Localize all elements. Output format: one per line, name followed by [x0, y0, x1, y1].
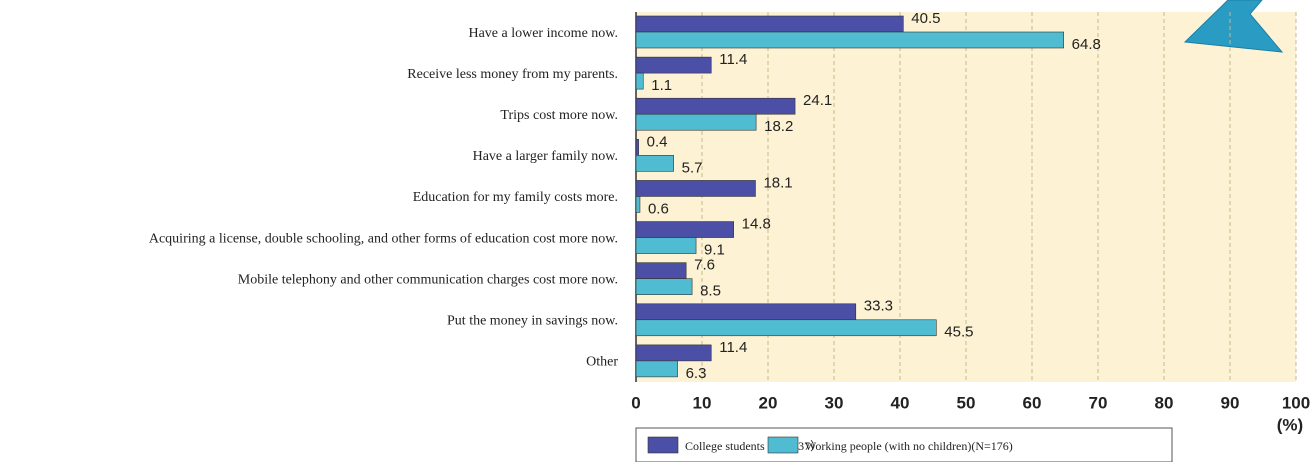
bar — [635, 221, 734, 238]
value-label: 0.4 — [647, 133, 668, 150]
bar — [635, 278, 693, 295]
x-tick-label: 0 — [631, 393, 640, 412]
bar — [635, 15, 904, 33]
category-label: Mobile telephony and other communication… — [238, 272, 618, 287]
value-label: 8.5 — [700, 283, 721, 300]
bar — [635, 196, 641, 213]
bar — [635, 113, 757, 131]
bar — [635, 344, 712, 362]
category-label: Education for my family costs more. — [413, 190, 618, 205]
value-label: 11.4 — [719, 339, 747, 356]
value-label: 14.8 — [742, 216, 771, 233]
value-label: 7.6 — [694, 257, 715, 274]
x-tick-label: 10 — [693, 393, 712, 412]
legend-label: College students（N=237） — [685, 439, 822, 453]
x-tick-label: 50 — [957, 393, 976, 412]
value-label: 40.5 — [911, 10, 940, 27]
value-label: 0.6 — [648, 200, 669, 217]
x-tick-label: 30 — [825, 393, 844, 412]
x-tick-label: 60 — [1023, 393, 1042, 412]
legend-swatch — [647, 436, 679, 454]
x-tick-label: 90 — [1221, 393, 1240, 412]
value-label: 18.2 — [764, 118, 793, 135]
legend-swatch — [767, 436, 799, 454]
category-label: Trips cost more now. — [500, 108, 618, 123]
x-tick-label: 80 — [1155, 393, 1174, 412]
value-label: 33.3 — [864, 298, 893, 315]
x-tick-label: 70 — [1089, 393, 1108, 412]
bar — [635, 319, 937, 337]
bar — [635, 31, 1064, 49]
bar — [635, 262, 687, 279]
legend-label: Working people (with no children)(N=176) — [805, 439, 1013, 453]
value-label: 64.8 — [1072, 36, 1101, 53]
category-label: Receive less money from my parents. — [407, 67, 618, 82]
value-label: 11.4 — [719, 51, 747, 68]
x-tick-label: 100 — [1282, 393, 1310, 412]
bar — [635, 139, 639, 156]
x-tick-label: 20 — [759, 393, 778, 412]
bar — [635, 180, 756, 197]
bar — [635, 97, 796, 115]
category-label: Put the money in savings now. — [447, 314, 618, 329]
value-label: 24.1 — [803, 92, 832, 109]
category-label: Have a larger family now. — [473, 149, 618, 164]
value-label: 45.5 — [944, 324, 973, 341]
category-label: Other — [586, 355, 618, 370]
x-tick-label: 40 — [891, 393, 910, 412]
value-label: 18.1 — [763, 174, 792, 191]
legend: College students（N=237）Working people (w… — [635, 427, 1173, 462]
value-label: 5.7 — [682, 159, 703, 176]
value-label: 6.3 — [686, 365, 707, 382]
bar — [635, 155, 674, 172]
category-label: Have a lower income now. — [468, 26, 618, 41]
category-label: Acquiring a license, double schooling, a… — [149, 231, 618, 246]
bar — [635, 360, 678, 378]
decoration-arrow — [1183, 0, 1284, 53]
value-label: 9.1 — [704, 242, 725, 259]
bar — [635, 303, 857, 321]
bar — [635, 72, 644, 90]
bar — [635, 56, 712, 74]
legend-box — [635, 427, 1173, 462]
x-axis-label: (%) — [1277, 415, 1303, 434]
value-label: 1.1 — [651, 77, 672, 94]
bar — [635, 237, 697, 254]
